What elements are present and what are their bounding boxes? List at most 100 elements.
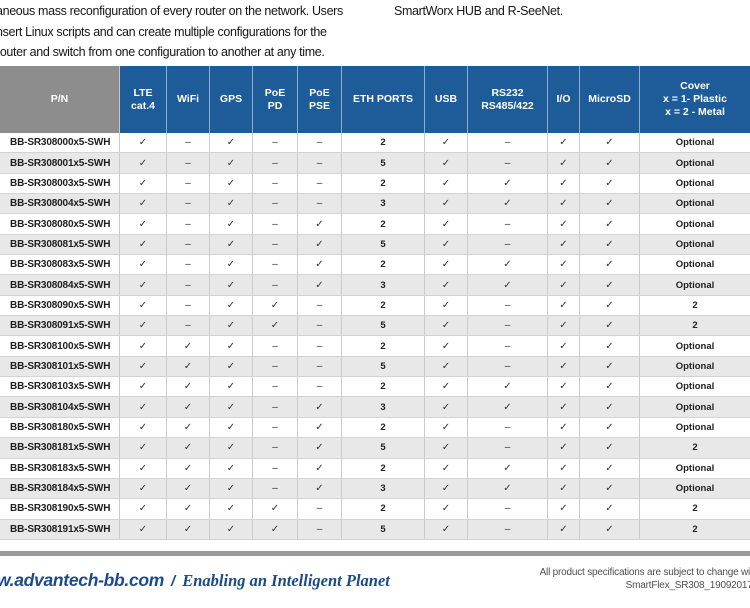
table-cell-eth-ports: 2 [342, 458, 425, 478]
table-cell-lte-cat4: ✓ [120, 153, 167, 173]
table-cell-rs232-rs485-422: ✓ [468, 275, 548, 295]
table-cell-rs232-rs485-422: ✓ [468, 478, 548, 499]
table-cell-rs232-rs485-422: – [468, 519, 548, 539]
intro-line: nsert Linux scripts and can create multi… [0, 24, 327, 39]
table-cell-eth-ports: 3 [342, 275, 425, 295]
table-cell-cover: Optional [675, 157, 715, 169]
footer-branding: w.advantech-bb.com / Enabling an Intellige… [0, 570, 390, 591]
part-number-cell: BB-SR308181x5-SWH [0, 438, 120, 458]
table-cell-poe-pse: – [298, 173, 342, 194]
table-cell-wifi: ✓ [167, 438, 210, 458]
part-number-cell: BB-SR308104x5-SWH [0, 397, 120, 417]
table-cell-usb: ✓ [425, 234, 468, 255]
table-cell-lte-cat4: ✓ [120, 499, 167, 519]
table-cell-eth-ports: 2 [342, 499, 425, 519]
table-cell-wifi: – [167, 173, 210, 194]
table-cell-poe-pd: ✓ [253, 295, 298, 316]
table-row: BB-SR308083x5-SWH ✓ – ✓ – ✓ 2 ✓ ✓ ✓ ✓ Optional [0, 255, 750, 276]
intro-line: SmartWorx HUB and R-SeeNet. [394, 4, 563, 18]
table-cell-microsd: ✓ [580, 133, 640, 153]
table-cell-poe-pse: ✓ [298, 214, 342, 234]
table-cell-poe-pse: – [298, 194, 342, 214]
table-cell-usb: ✓ [425, 295, 468, 316]
table-cell-gps: ✓ [210, 377, 253, 397]
table-cell-wifi: – [167, 133, 210, 153]
table-cell-microsd: ✓ [580, 153, 640, 173]
table-cell-wifi: – [167, 214, 210, 234]
table-row: BB-SR308180x5-SWH ✓ ✓ ✓ – ✓ 2 ✓ – ✓ ✓ Optional [0, 417, 750, 439]
header-cover: Cover x = 1- Plastic x = 2 - Metal [640, 66, 750, 133]
table-cell-microsd: ✓ [580, 377, 640, 397]
table-cell-lte-cat4: ✓ [120, 417, 167, 438]
table-cell-microsd: ✓ [580, 519, 640, 539]
table-cell-usb: ✓ [425, 458, 468, 478]
part-number-cell: BB-SR308100x5-SWH [0, 336, 120, 356]
table-cell-wifi: ✓ [167, 478, 210, 499]
table-cell-poe-pd: – [253, 133, 298, 153]
table-cell-gps: ✓ [210, 295, 253, 316]
table-cell-eth-ports: 5 [342, 234, 425, 255]
table-cell-poe-pd: – [253, 438, 298, 458]
table-cell-io: ✓ [548, 295, 580, 316]
table-cell-eth-ports: 5 [342, 316, 425, 336]
table-cell-rs232-rs485-422: – [468, 214, 548, 234]
table-cell-cover: 2 [692, 442, 698, 454]
table-cell-io: ✓ [548, 377, 580, 397]
intro-line: aneous mass reconfiguration of every rou… [0, 4, 343, 18]
table-cell-eth-ports: 5 [342, 356, 425, 377]
table-cell-io: ✓ [548, 499, 580, 519]
table-cell-io: ✓ [548, 255, 580, 275]
table-cell-rs232-rs485-422: ✓ [468, 194, 548, 214]
table-cell-usb: ✓ [425, 275, 468, 295]
table-cell-io: ✓ [548, 194, 580, 214]
header-lte-cat4: LTE cat.4 [120, 66, 167, 133]
table-row: BB-SR308100x5-SWH ✓ ✓ ✓ – –2 ✓ – ✓ ✓ Optional [0, 336, 750, 357]
table-cell-cover: Optional [675, 401, 715, 413]
header-rs232-rs485-422: RS232 RS485/422 [468, 66, 548, 133]
table-cell-lte-cat4: ✓ [120, 377, 167, 397]
part-number-cell: BB-SR308004x5-SWH [0, 194, 120, 214]
table-row: BB-SR308000x5-SWH ✓ – ✓ – –2 ✓ – ✓ ✓ Optional [0, 133, 750, 154]
table-cell-cover: Optional [675, 340, 715, 352]
table-row: BB-SR308183x5-SWH ✓ ✓ ✓ – ✓ 2 ✓ ✓ ✓ ✓ Optional [0, 458, 750, 479]
table-cell-cover: Optional [675, 218, 715, 230]
table-cell-microsd: ✓ [580, 194, 640, 214]
table-header-row: P/N LTE cat.4 WiFi GPS PoE PD PoE PSE ETH PORT… [0, 66, 750, 133]
table-cell-eth-ports: 3 [342, 397, 425, 417]
website-url: w.advantech-bb.com [0, 570, 165, 590]
table-cell-lte-cat4: ✓ [120, 214, 167, 234]
part-number-cell: BB-SR308183x5-SWH [0, 458, 120, 478]
intro-paragraph-left: aneous mass reconfiguration of every rou… [0, 1, 388, 63]
table-cell-lte-cat4: ✓ [120, 275, 167, 295]
header-pn: P/N [0, 66, 120, 133]
table-cell-rs232-rs485-422: – [468, 133, 548, 153]
table-cell-usb: ✓ [425, 316, 468, 336]
part-number-cell: BB-SR308080x5-SWH [0, 214, 120, 234]
table-row: BB-SR308080x5-SWH ✓ – ✓ – ✓ 2 ✓ – ✓ ✓ Optional [0, 214, 750, 235]
table-cell-eth-ports: 3 [342, 194, 425, 214]
table-cell-poe-pd: – [253, 234, 298, 255]
table-cell-poe-pse: ✓ [298, 397, 342, 417]
table-cell-microsd: ✓ [580, 214, 640, 234]
table-cell-microsd: ✓ [580, 336, 640, 356]
table-cell-lte-cat4: ✓ [120, 316, 167, 336]
table-cell-poe-pse: ✓ [298, 234, 342, 255]
table-cell-microsd: ✓ [580, 458, 640, 478]
table-cell-wifi: – [167, 153, 210, 173]
table-cell-cover: Optional [675, 259, 715, 271]
table-cell-cover: 2 [692, 523, 698, 535]
table-cell-lte-cat4: ✓ [120, 438, 167, 458]
table-cell-poe-pd: ✓ [253, 316, 298, 336]
table-cell-io: ✓ [548, 336, 580, 356]
table-cell-cover: Optional [675, 279, 715, 291]
table-row: BB-SR308190x5-SWH ✓ ✓ ✓ ✓ –2 ✓ – ✓ ✓ 2 [0, 499, 750, 520]
table-cell-cover: 2 [692, 320, 698, 332]
table-cell-lte-cat4: ✓ [120, 234, 167, 255]
table-row: BB-SR308184x5-SWH ✓ ✓ ✓ – ✓ 3 ✓ ✓ ✓ ✓ Optional [0, 478, 750, 500]
table-cell-io: ✓ [548, 234, 580, 255]
table-cell-io: ✓ [548, 153, 580, 173]
table-cell-lte-cat4: ✓ [120, 194, 167, 214]
footer-divider-bar [0, 551, 750, 556]
table-cell-eth-ports: 5 [342, 519, 425, 539]
table-cell-gps: ✓ [210, 478, 253, 499]
